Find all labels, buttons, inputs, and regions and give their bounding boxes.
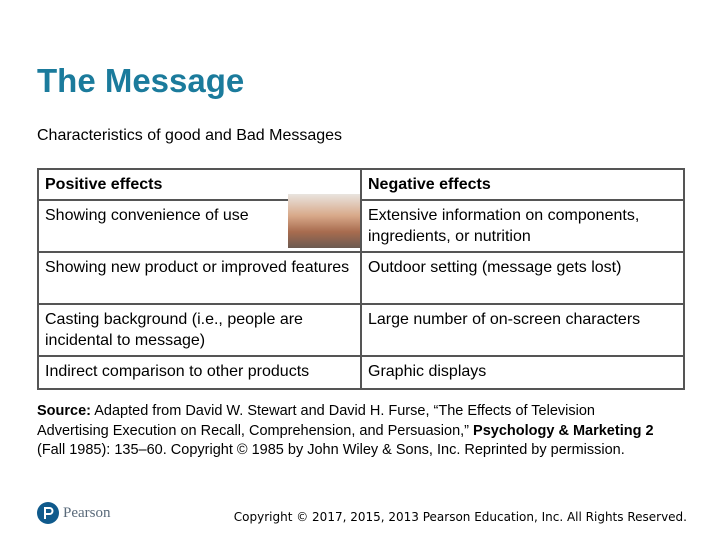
cell: Outdoor setting (message gets lost) xyxy=(360,251,685,305)
header-row: Positive effects Negative effects xyxy=(37,168,685,201)
cell: Casting background (i.e., people are inc… xyxy=(37,303,362,357)
cell: Showing new product or improved features xyxy=(37,251,362,305)
row: Showing new product or improved features… xyxy=(37,251,685,305)
row: Casting background (i.e., people are inc… xyxy=(37,303,685,357)
row: Showing convenience of use Extensive info… xyxy=(37,199,685,253)
cell: Large number of on-screen characters xyxy=(360,303,685,357)
logo-text: Pearson xyxy=(63,504,111,521)
header-cell: Negative effects xyxy=(360,168,685,201)
row: Indirect comparison to other products Gra… xyxy=(37,355,685,390)
cell: Indirect comparison to other products xyxy=(37,355,362,390)
photo xyxy=(288,194,360,248)
source-rest: (Fall 1985): 135–60. Copyright © 1985 by… xyxy=(37,442,625,458)
source-label: Source: xyxy=(37,403,91,419)
journal: Psychology & Marketing 2 xyxy=(473,422,654,439)
title: The Message xyxy=(37,62,245,99)
subtitle: Characteristics of good and Bad Messages xyxy=(37,127,343,144)
source-note: Source: Adapted from David W. Stewart an… xyxy=(37,402,667,461)
copyright: Copyright © 2017, 2015, 2013 Pearson Edu… xyxy=(233,510,687,524)
cell: Graphic displays xyxy=(360,355,685,390)
source-text: Adapted from David W. Stewart and David … xyxy=(37,403,595,439)
logo: Pearson xyxy=(37,502,111,524)
cell: Extensive information on components, ing… xyxy=(360,199,685,253)
effects-table: Positive effects Negative effects Showin… xyxy=(37,168,685,390)
logo-mark xyxy=(37,502,59,524)
